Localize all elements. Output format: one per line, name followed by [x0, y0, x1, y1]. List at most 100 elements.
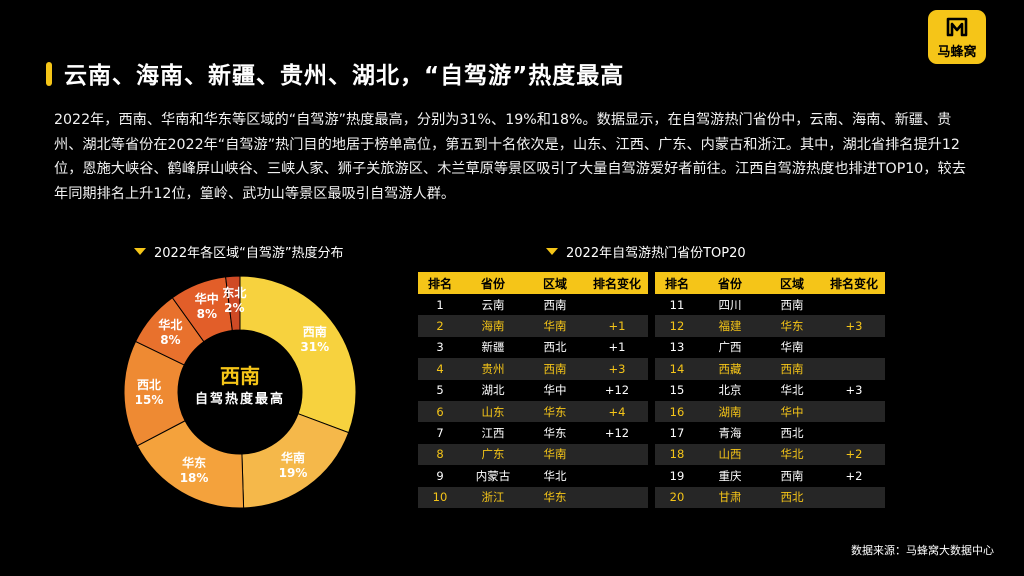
table-row: 3 新疆 西北 +1 — [418, 337, 648, 358]
cell-region: 华东 — [524, 486, 586, 508]
brand-logo: 马蜂窝 — [928, 10, 986, 64]
cell-province: 广西 — [718, 340, 742, 355]
cell-region: 华东 — [524, 400, 586, 423]
cell-rank: 10 — [418, 486, 462, 508]
cell-rank: 2 — [418, 315, 462, 337]
cell-region: 西南 — [780, 468, 804, 483]
cell-change — [823, 486, 885, 508]
cell-province: 山西 — [699, 443, 761, 466]
table-row: 17 青海 西北 — [655, 422, 885, 443]
cell-region: 华东 — [761, 315, 823, 337]
table-row: 5 湖北 华中 +12 — [418, 380, 648, 401]
triangle-down-icon — [546, 248, 558, 255]
cell-province: 江西 — [481, 426, 505, 441]
table-row: 2 海南 华南 +1 — [418, 315, 648, 337]
cell-change — [586, 486, 648, 508]
cell-province: 湖北 — [481, 383, 505, 398]
cell-region: 华北 — [543, 468, 567, 483]
cell-change: +3 — [845, 383, 863, 398]
data-source-note: 数据来源：马蜂窝大数据中心 — [851, 544, 994, 557]
cell-province: 重庆 — [718, 468, 742, 483]
mafengwo-m-icon — [946, 17, 968, 37]
table-row: 6 山东 华东 +4 — [418, 400, 648, 423]
cell-rank: 14 — [655, 358, 699, 380]
cell-province: 海南 — [462, 315, 524, 337]
cell-rank: 4 — [418, 358, 462, 380]
cell-rank: 9 — [436, 468, 444, 483]
table-row: 8 广东 华南 — [418, 443, 648, 466]
cell-change: +3 — [586, 358, 648, 380]
cell-region: 华中 — [543, 383, 567, 398]
cell-province: 广东 — [462, 443, 524, 466]
cell-change — [823, 337, 885, 358]
cell-rank: 20 — [655, 486, 699, 508]
cell-region: 西南 — [543, 297, 567, 312]
cell-region: 华南 — [780, 340, 804, 355]
cell-change: +1 — [586, 315, 648, 337]
cell-region: 华东 — [543, 426, 567, 441]
donut-slice-category: 西南 — [302, 325, 327, 340]
cell-rank: 1 — [436, 297, 444, 312]
donut-slice — [225, 275, 241, 332]
cell-rank: 15 — [669, 383, 685, 398]
cell-rank: 6 — [418, 400, 462, 423]
cell-province: 浙江 — [462, 486, 524, 508]
column-header-region: 区域 — [761, 272, 823, 294]
donut-slice-percent: 2% — [224, 301, 245, 316]
cell-rank: 5 — [436, 383, 444, 398]
cell-change: +1 — [608, 340, 626, 355]
donut-slice-category: 华北 — [158, 318, 183, 333]
cell-region: 华南 — [524, 315, 586, 337]
donut-slice-label: 华南 19% — [273, 451, 313, 481]
cell-region: 华北 — [780, 383, 804, 398]
donut-slice-percent: 31% — [300, 340, 330, 355]
table-row: 4 贵州 西南 +3 — [418, 358, 648, 380]
summary-paragraph: 2022年，西南、华南和华东等区域的“自驾游”热度最高，分别为31%、19%和1… — [54, 112, 966, 202]
cell-change: +12 — [604, 383, 630, 398]
column-header-change: 排名变化 — [586, 272, 648, 294]
cell-change — [823, 400, 885, 423]
table-row: 16 湖南 华中 — [655, 400, 885, 423]
table-row: 19 重庆 西南 +2 — [655, 465, 885, 486]
cell-change — [586, 443, 648, 466]
cell-province: 山东 — [462, 400, 524, 423]
cell-province: 四川 — [718, 297, 742, 312]
cell-rank: 3 — [436, 340, 444, 355]
cell-region: 西北 — [761, 486, 823, 508]
donut-chart-title-text: 2022年各区域“自驾游”热度分布 — [154, 246, 344, 261]
donut-slice-category: 东北 — [222, 286, 247, 301]
brand-logo-text: 马蜂窝 — [937, 45, 977, 60]
cell-change — [586, 294, 648, 315]
donut-slice-percent: 19% — [278, 465, 308, 480]
title-accent-bar — [46, 62, 52, 86]
donut-center-title: 西南 — [220, 364, 260, 388]
rank-table-right: 排名 省份 区域 排名变化 11 四川 西南 12 福建 华东 +3 13 广西 华南 14 西藏 西南… — [655, 272, 885, 508]
donut-slice-category: 华南 — [281, 450, 306, 465]
cell-change: +12 — [604, 426, 630, 441]
donut-slice-percent: 18% — [179, 470, 209, 485]
table-row: 20 甘肃 西北 — [655, 486, 885, 508]
cell-province: 甘肃 — [699, 486, 761, 508]
column-header-province: 省份 — [699, 272, 761, 294]
cell-province: 福建 — [699, 315, 761, 337]
cell-change — [823, 422, 885, 443]
cell-rank: 11 — [669, 297, 685, 312]
cell-rank: 18 — [655, 443, 699, 466]
donut-slice-label: 西南 31% — [295, 325, 335, 355]
cell-rank: 13 — [669, 340, 685, 355]
table-row: 10 浙江 华东 — [418, 486, 648, 508]
page-title: 云南、海南、新疆、贵州、湖北，“自驾游”热度最高 — [64, 63, 625, 89]
table-row: 15 北京 华北 +3 — [655, 380, 885, 401]
table-row: 18 山西 华北 +2 — [655, 443, 885, 466]
cell-region: 华南 — [524, 443, 586, 466]
cell-region: 西北 — [780, 426, 804, 441]
donut-slice-label: 华中 8% — [187, 292, 227, 322]
cell-region: 华中 — [761, 400, 823, 423]
triangle-down-icon — [134, 248, 146, 255]
cell-province: 西藏 — [699, 358, 761, 380]
cell-province: 内蒙古 — [475, 468, 511, 483]
cell-region: 西北 — [543, 340, 567, 355]
donut-slice-label: 东北 2% — [214, 286, 254, 316]
cell-rank: 16 — [655, 400, 699, 423]
cell-rank: 8 — [418, 443, 462, 466]
